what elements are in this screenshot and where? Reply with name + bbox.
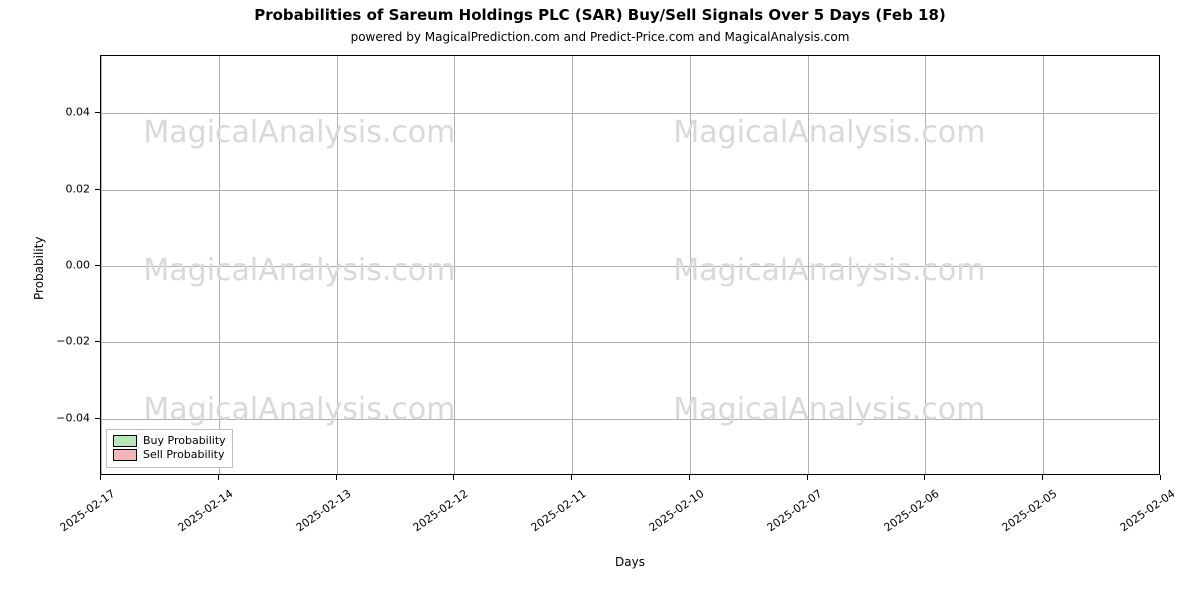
y-tick-label: 0.02	[45, 182, 90, 195]
legend-row-buy: Buy Probability	[113, 434, 226, 448]
gridline-v	[337, 56, 338, 474]
watermark: MagicalAnalysis.com	[673, 392, 985, 427]
gridline-v	[690, 56, 691, 474]
gridline-v	[454, 56, 455, 474]
x-tick-mark	[218, 475, 219, 480]
x-tick-label: 2025-02-05	[978, 487, 1059, 549]
y-tick-mark	[95, 189, 100, 190]
gridline-h	[101, 266, 1159, 267]
gridline-v	[925, 56, 926, 474]
watermark: MagicalAnalysis.com	[673, 115, 985, 150]
gridline-v	[101, 56, 102, 474]
gridline-v	[1043, 56, 1044, 474]
x-tick-mark	[807, 475, 808, 480]
legend-swatch-buy	[113, 435, 137, 447]
x-tick-mark	[689, 475, 690, 480]
x-tick-mark	[924, 475, 925, 480]
watermark: MagicalAnalysis.com	[673, 253, 985, 288]
x-axis-label: Days	[100, 555, 1160, 569]
x-tick-label: 2025-02-12	[390, 487, 471, 549]
y-tick-label: −0.02	[45, 335, 90, 348]
chart-root: Probabilities of Sareum Holdings PLC (SA…	[0, 0, 1200, 600]
y-axis-label: Probability	[32, 237, 46, 300]
legend-row-sell: Sell Probability	[113, 448, 226, 462]
x-tick-label: 2025-02-17	[36, 487, 117, 549]
y-tick-mark	[95, 418, 100, 419]
x-tick-mark	[336, 475, 337, 480]
gridline-v	[572, 56, 573, 474]
x-tick-label: 2025-02-13	[272, 487, 353, 549]
y-tick-label: 0.00	[45, 259, 90, 272]
watermark: MagicalAnalysis.com	[143, 115, 455, 150]
y-tick-mark	[95, 112, 100, 113]
y-tick-mark	[95, 341, 100, 342]
gridline-h	[101, 113, 1159, 114]
x-tick-label: 2025-02-10	[625, 487, 706, 549]
legend-label-buy: Buy Probability	[143, 434, 226, 448]
x-tick-mark	[571, 475, 572, 480]
y-tick-label: −0.04	[45, 411, 90, 424]
y-tick-label: 0.04	[45, 106, 90, 119]
legend: Buy Probability Sell Probability	[106, 429, 233, 468]
x-tick-label: 2025-02-11	[507, 487, 588, 549]
x-tick-label: 2025-02-14	[154, 487, 235, 549]
gridline-v	[219, 56, 220, 474]
chart-title: Probabilities of Sareum Holdings PLC (SA…	[0, 6, 1200, 24]
watermark: MagicalAnalysis.com	[143, 392, 455, 427]
x-tick-label: 2025-02-06	[861, 487, 942, 549]
x-tick-mark	[100, 475, 101, 480]
plot-area: MagicalAnalysis.com MagicalAnalysis.com Ma…	[100, 55, 1160, 475]
x-tick-label: 2025-02-04	[1096, 487, 1177, 549]
gridline-h	[101, 419, 1159, 420]
y-tick-mark	[95, 265, 100, 266]
x-tick-label: 2025-02-07	[743, 487, 824, 549]
watermark: MagicalAnalysis.com	[143, 253, 455, 288]
gridline-h	[101, 342, 1159, 343]
chart-subtitle: powered by MagicalPrediction.com and Pre…	[0, 30, 1200, 44]
legend-label-sell: Sell Probability	[143, 448, 225, 462]
legend-swatch-sell	[113, 449, 137, 461]
gridline-v	[808, 56, 809, 474]
x-tick-mark	[1042, 475, 1043, 480]
x-tick-mark	[453, 475, 454, 480]
x-tick-mark	[1160, 475, 1161, 480]
gridline-h	[101, 190, 1159, 191]
